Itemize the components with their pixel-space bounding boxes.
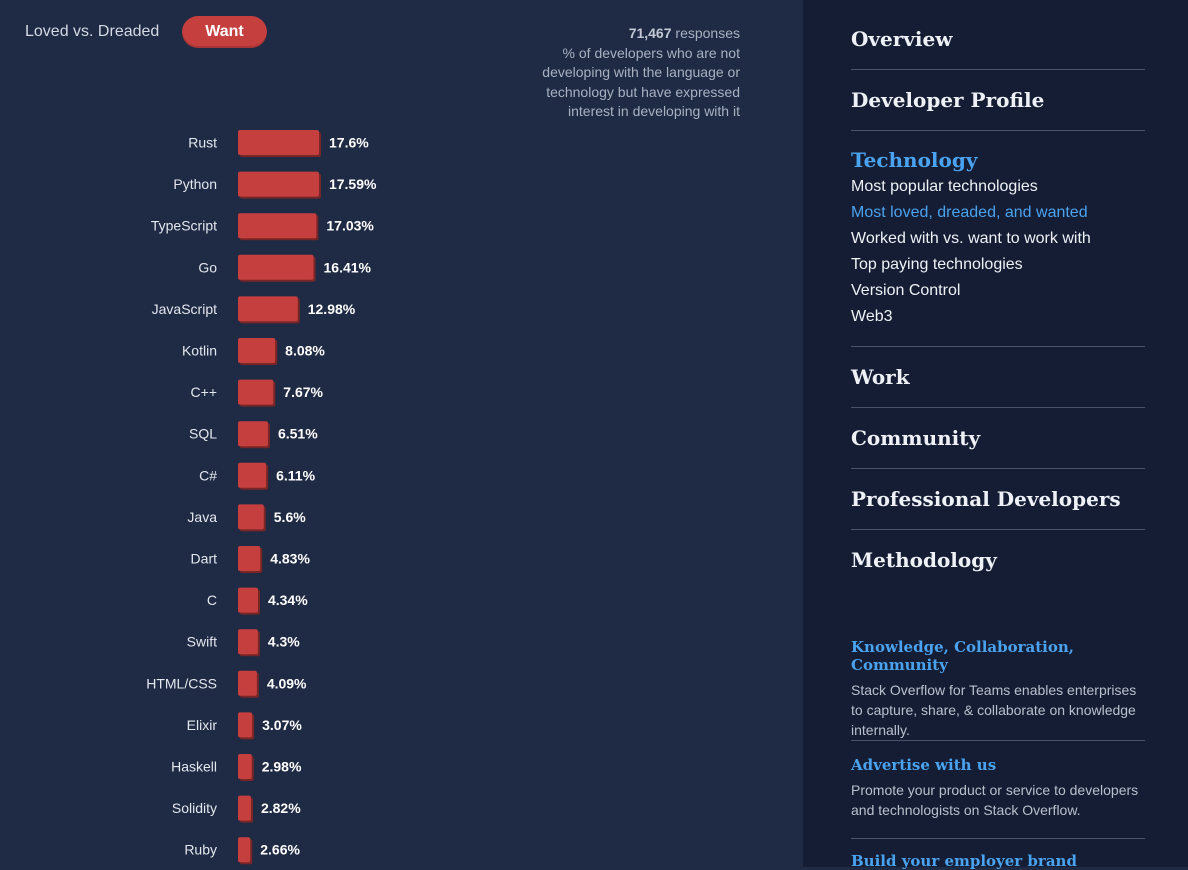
bar[interactable] bbox=[238, 213, 317, 239]
bar[interactable] bbox=[238, 670, 257, 696]
subnav-top-paying[interactable]: Top paying technologies bbox=[851, 256, 1023, 273]
category-label: HTML/CSS bbox=[146, 675, 217, 691]
bar[interactable] bbox=[238, 171, 319, 197]
subnav-worked-vs-want[interactable]: Worked with vs. want to work with bbox=[851, 230, 1091, 247]
promo-advertise: Advertise with us Promote your product o… bbox=[851, 756, 1145, 820]
promo-teams: Knowledge, Collaboration, Community Stac… bbox=[851, 638, 1145, 740]
nav-section-technology: Technology Most popular technologies Mos… bbox=[851, 131, 1145, 347]
category-label: SQL bbox=[189, 426, 217, 442]
value-label: 4.34% bbox=[268, 592, 308, 608]
bar[interactable] bbox=[238, 754, 252, 779]
category-label: Solidity bbox=[172, 800, 217, 816]
category-label: Ruby bbox=[184, 842, 217, 858]
category-label: Elixir bbox=[187, 717, 218, 733]
want-button[interactable]: Want bbox=[182, 16, 267, 48]
nav-link-overview[interactable]: Overview bbox=[851, 27, 953, 51]
main-panel: Loved vs. Dreaded Want 71,467 responses … bbox=[25, 16, 740, 865]
value-label: 4.3% bbox=[268, 634, 300, 650]
value-label: 4.83% bbox=[270, 551, 310, 567]
responses-count-suffix: responses bbox=[675, 25, 740, 41]
value-label: 17.6% bbox=[329, 135, 369, 151]
promo-advertise-title[interactable]: Advertise with us bbox=[851, 756, 997, 774]
category-label: JavaScript bbox=[152, 301, 217, 317]
value-label: 2.66% bbox=[260, 842, 300, 858]
promo-advertise-text: Promote your product or service to devel… bbox=[851, 782, 1139, 818]
bar[interactable] bbox=[238, 130, 319, 155]
nav-section-developer-profile: Developer Profile bbox=[851, 70, 1145, 131]
nav-link-work[interactable]: Work bbox=[851, 365, 910, 389]
bar[interactable] bbox=[238, 338, 276, 363]
bar[interactable] bbox=[238, 587, 258, 613]
value-label: 4.09% bbox=[267, 675, 307, 691]
sidebar-nav: Overview Developer Profile Technology Mo… bbox=[851, 0, 1145, 590]
nav-link-developer-profile[interactable]: Developer Profile bbox=[851, 88, 1045, 112]
bar[interactable] bbox=[238, 254, 314, 280]
category-label: Haskell bbox=[171, 759, 217, 775]
bar[interactable] bbox=[238, 629, 258, 655]
promo-employer-brand-title[interactable]: Build your employer brand bbox=[851, 852, 1077, 870]
bar[interactable] bbox=[238, 421, 268, 447]
technology-subnav: Most popular technologies Most loved, dr… bbox=[851, 174, 1145, 346]
wanted-technologies-chart: Rust 17.6% Python 17.59% TypeScript 17.03% Go 1… bbox=[146, 130, 377, 865]
bar[interactable] bbox=[238, 546, 261, 571]
category-label: Kotlin bbox=[182, 343, 217, 359]
category-label: Rust bbox=[188, 135, 217, 151]
nav-section-professional-developers: Professional Developers bbox=[851, 469, 1145, 530]
bar[interactable] bbox=[238, 837, 251, 863]
value-label: 6.11% bbox=[276, 467, 315, 483]
responses-info: 71,467 responses % of developers who are… bbox=[520, 24, 740, 122]
value-label: 17.59% bbox=[329, 176, 377, 192]
value-label: 2.82% bbox=[261, 800, 301, 816]
value-label: 12.98% bbox=[308, 301, 356, 317]
responses-count: 71,467 bbox=[628, 25, 672, 41]
category-label: Dart bbox=[191, 551, 218, 567]
subnav-most-popular[interactable]: Most popular technologies bbox=[851, 178, 1038, 195]
nav-link-community[interactable]: Community bbox=[851, 426, 981, 450]
category-label: C bbox=[207, 592, 217, 608]
category-label: Go bbox=[198, 259, 217, 275]
nav-section-overview: Overview bbox=[851, 0, 1145, 70]
promo-employer-brand: Build your employer brand bbox=[851, 852, 1145, 870]
subnav-web3[interactable]: Web3 bbox=[851, 308, 893, 325]
category-label: C# bbox=[199, 467, 217, 483]
value-label: 5.6% bbox=[274, 509, 306, 525]
category-label: Swift bbox=[187, 634, 217, 650]
loved-vs-dreaded-toggle[interactable]: Loved vs. Dreaded bbox=[25, 23, 160, 40]
bar[interactable] bbox=[238, 462, 267, 488]
value-label: 8.08% bbox=[285, 343, 325, 359]
subnav-most-loved[interactable]: Most loved, dreaded, and wanted bbox=[851, 204, 1088, 221]
bar[interactable] bbox=[238, 712, 253, 738]
nav-section-methodology: Methodology bbox=[851, 530, 1145, 590]
category-label: C++ bbox=[191, 384, 217, 400]
promo-teams-text: Stack Overflow for Teams enables enterpr… bbox=[851, 682, 1137, 738]
category-label: Python bbox=[173, 176, 217, 192]
value-label: 3.07% bbox=[262, 717, 302, 733]
value-label: 16.41% bbox=[324, 259, 372, 275]
bar[interactable] bbox=[238, 795, 251, 821]
category-label: Java bbox=[187, 509, 217, 525]
promo-divider bbox=[851, 838, 1145, 839]
bar[interactable] bbox=[238, 504, 264, 530]
promo-teams-title[interactable]: Knowledge, Collaboration, Community bbox=[851, 638, 1075, 674]
sidebar: Overview Developer Profile Technology Mo… bbox=[803, 0, 1188, 870]
nav-link-professional-developers[interactable]: Professional Developers bbox=[851, 487, 1121, 511]
subnav-version-control[interactable]: Version Control bbox=[851, 282, 961, 299]
nav-link-technology[interactable]: Technology bbox=[851, 148, 978, 172]
value-label: 17.03% bbox=[326, 218, 374, 234]
promo-divider bbox=[851, 740, 1145, 741]
value-label: 7.67% bbox=[283, 384, 323, 400]
value-label: 2.98% bbox=[262, 759, 302, 775]
bar[interactable] bbox=[238, 379, 274, 405]
value-label: 6.51% bbox=[278, 426, 318, 442]
bar[interactable] bbox=[238, 296, 298, 322]
category-label: TypeScript bbox=[151, 218, 217, 234]
nav-section-community: Community bbox=[851, 408, 1145, 469]
responses-description: % of developers who are not developing w… bbox=[542, 44, 740, 120]
nav-link-methodology[interactable]: Methodology bbox=[851, 548, 997, 572]
nav-section-work: Work bbox=[851, 347, 1145, 408]
